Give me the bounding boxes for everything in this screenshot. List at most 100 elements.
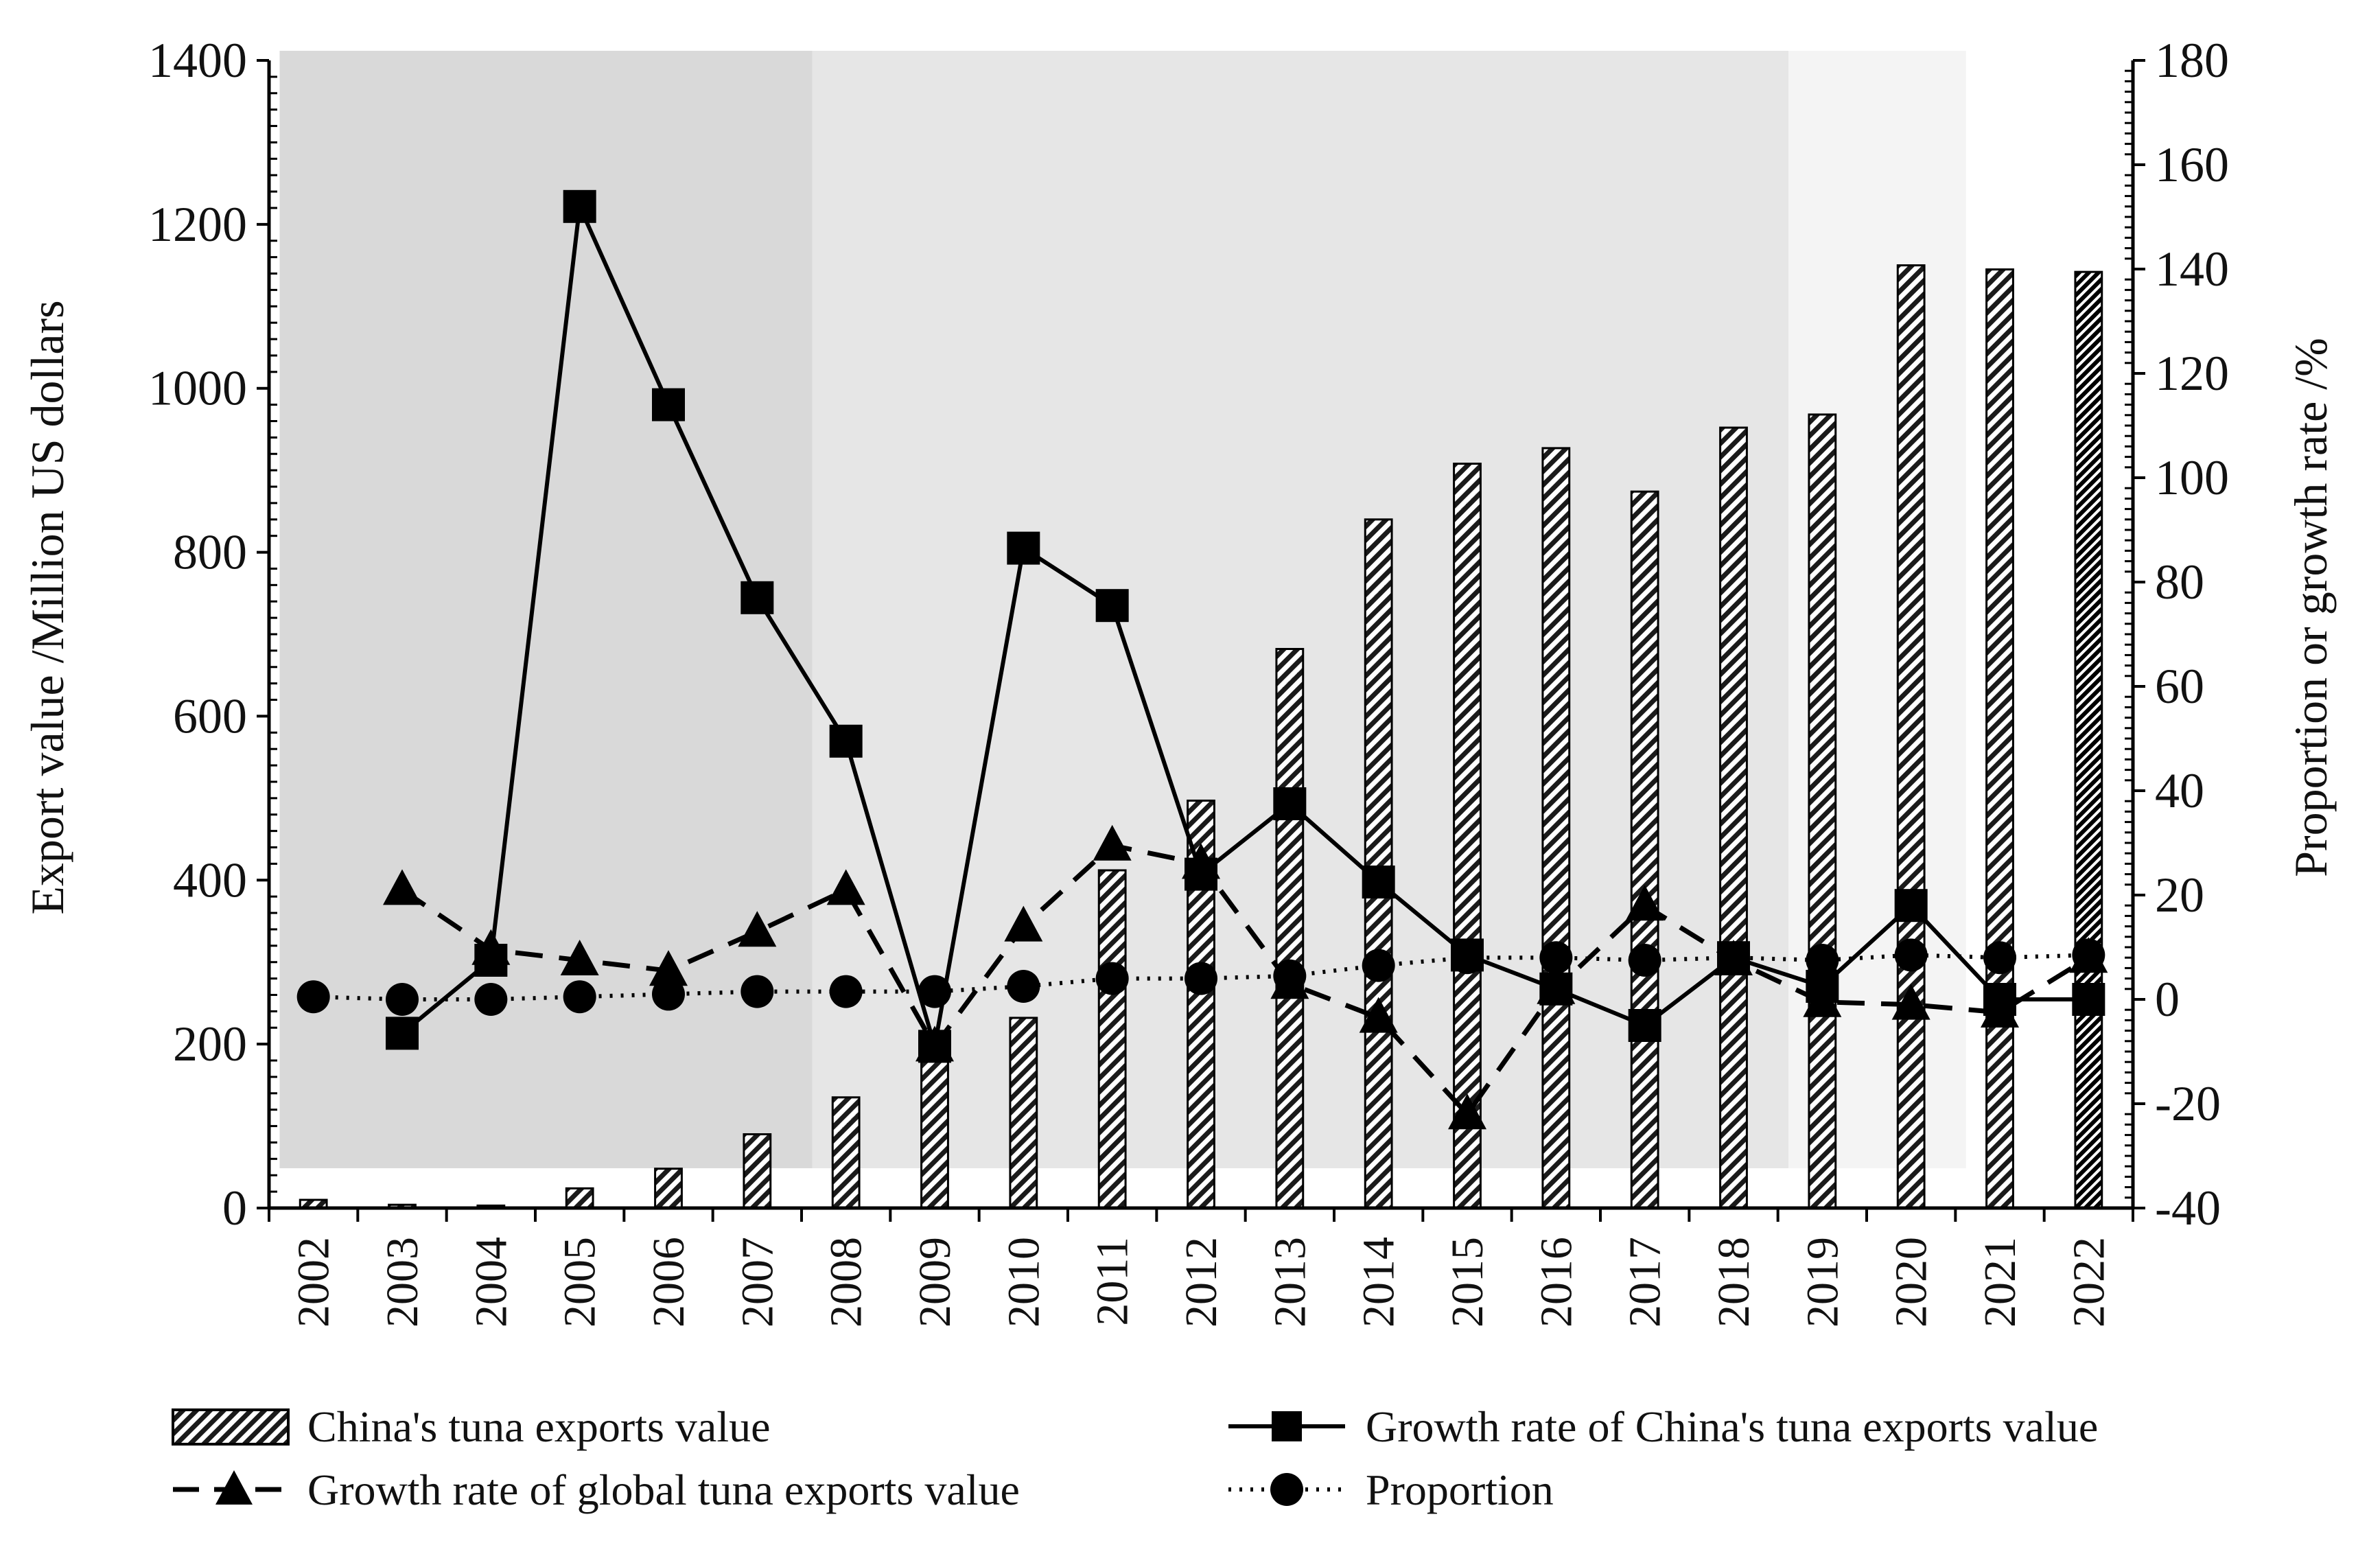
legend-circle-marker bbox=[1270, 1473, 1303, 1506]
y-left-tick-label: 1000 bbox=[148, 361, 247, 416]
x-tick-label-2019: 2019 bbox=[1797, 1237, 1847, 1327]
x-tick-label-2020: 2020 bbox=[1887, 1237, 1937, 1327]
x-tick-label-2006: 2006 bbox=[644, 1237, 694, 1327]
y-right-tick-label: 40 bbox=[2155, 763, 2204, 818]
marker-circle-2012 bbox=[1185, 962, 1217, 995]
marker-square-2003 bbox=[386, 1017, 419, 1050]
bar-2018 bbox=[1719, 426, 1748, 1209]
marker-circle-2014 bbox=[1362, 949, 1395, 982]
marker-circle-2002 bbox=[296, 980, 330, 1014]
bar-2015 bbox=[1453, 463, 1482, 1209]
marker-circle-2006 bbox=[652, 977, 685, 1011]
marker-triangle-2008 bbox=[826, 869, 865, 905]
marker-square-2006 bbox=[652, 388, 685, 421]
x-tick-label-2015: 2015 bbox=[1443, 1237, 1493, 1327]
marker-square-2005 bbox=[563, 189, 596, 223]
bar-2005 bbox=[565, 1187, 594, 1209]
y-right-tick-label: -40 bbox=[2155, 1181, 2221, 1235]
y-right-tick-label: 0 bbox=[2155, 972, 2180, 1027]
bar-2007 bbox=[743, 1133, 772, 1209]
marker-circle-2018 bbox=[1717, 941, 1750, 975]
marker-triangle-2011 bbox=[1093, 824, 1132, 861]
shaded-period-1 bbox=[279, 51, 813, 1168]
x-tick-label-2004: 2004 bbox=[466, 1237, 516, 1327]
x-tick-label-2011: 2011 bbox=[1088, 1237, 1138, 1326]
marker-triangle-2009 bbox=[915, 1025, 954, 1062]
bar-2016 bbox=[1541, 447, 1571, 1209]
x-tick-label-2021: 2021 bbox=[1975, 1237, 2025, 1327]
y-axis-right-title: Proportion or growth rate /% bbox=[2285, 338, 2337, 877]
marker-circle-2005 bbox=[563, 980, 596, 1014]
bar-2017 bbox=[1630, 490, 1659, 1209]
y-left-tick-label: 400 bbox=[173, 852, 247, 907]
marker-circle-2003 bbox=[386, 983, 419, 1016]
legend-swatch-bar bbox=[172, 1408, 290, 1446]
y-left-tick-label: 600 bbox=[173, 688, 247, 743]
y-left-tick-label: 1200 bbox=[148, 197, 247, 252]
x-tick-label-2005: 2005 bbox=[555, 1237, 605, 1327]
x-tick-label-2010: 2010 bbox=[999, 1237, 1049, 1327]
marker-circle-2016 bbox=[1539, 941, 1573, 975]
x-tick-label-2018: 2018 bbox=[1709, 1237, 1759, 1327]
y-right-tick-label: 120 bbox=[2155, 346, 2229, 401]
marker-triangle-2003 bbox=[383, 869, 421, 905]
marker-square-2020 bbox=[1894, 889, 1928, 923]
bar-2006 bbox=[654, 1168, 683, 1209]
bar-2008 bbox=[831, 1096, 861, 1209]
marker-square-2017 bbox=[1628, 1009, 1661, 1042]
marker-triangle-2017 bbox=[1625, 885, 1664, 921]
legend-label-china-exports: China's tuna exports value bbox=[307, 1402, 771, 1451]
marker-circle-2004 bbox=[474, 983, 508, 1016]
marker-circle-2009 bbox=[918, 975, 951, 1008]
marker-square-2010 bbox=[1007, 531, 1040, 565]
bar-2020 bbox=[1896, 264, 1926, 1209]
marker-triangle-2021 bbox=[1981, 992, 2019, 1028]
bar-2013 bbox=[1275, 647, 1305, 1209]
y-right-tick-label: 100 bbox=[2155, 450, 2229, 505]
bar-2021 bbox=[1985, 268, 2014, 1209]
marker-square-2007 bbox=[740, 581, 774, 614]
marker-triangle-2006 bbox=[649, 950, 688, 986]
y-left-tick-label: 0 bbox=[222, 1181, 247, 1235]
marker-circle-2015 bbox=[1451, 941, 1484, 975]
series-line-growth-rate-of-global-tuna-exports-value bbox=[401, 843, 2090, 1117]
legend-triangle-marker bbox=[215, 1470, 253, 1505]
x-tick-label-2014: 2014 bbox=[1354, 1237, 1404, 1327]
marker-triangle-2016 bbox=[1537, 968, 1576, 1004]
marker-circle-2010 bbox=[1007, 970, 1040, 1003]
marker-triangle-2012 bbox=[1182, 843, 1220, 879]
bar-2014 bbox=[1364, 518, 1393, 1209]
marker-circle-2013 bbox=[1273, 959, 1307, 993]
marker-square-2008 bbox=[829, 724, 863, 758]
marker-circle-2011 bbox=[1095, 962, 1129, 995]
marker-triangle-2010 bbox=[1004, 905, 1043, 942]
marker-triangle-2019 bbox=[1803, 981, 1842, 1017]
x-tick-label-2007: 2007 bbox=[732, 1237, 782, 1327]
y-right-tick-label: 160 bbox=[2155, 137, 2229, 192]
x-tick-label-2013: 2013 bbox=[1265, 1237, 1315, 1327]
x-tick-label-2017: 2017 bbox=[1620, 1237, 1670, 1327]
bar-2022 bbox=[2074, 270, 2103, 1209]
marker-triangle-2015 bbox=[1448, 1093, 1486, 1130]
period-shading bbox=[279, 51, 1966, 1168]
y-right-tick-label: 180 bbox=[2155, 33, 2229, 88]
y-right-tick-label: 20 bbox=[2155, 868, 2204, 923]
y-right-tick-label: 140 bbox=[2155, 242, 2229, 297]
bar-2011 bbox=[1097, 869, 1127, 1209]
x-tick-label-2008: 2008 bbox=[821, 1237, 872, 1327]
y-right-tick-label: 60 bbox=[2155, 659, 2204, 714]
x-tick-label-2003: 2003 bbox=[377, 1237, 428, 1327]
marker-circle-2020 bbox=[1894, 938, 1928, 972]
marker-triangle-2004 bbox=[471, 929, 511, 965]
marker-circle-2022 bbox=[2072, 938, 2105, 972]
marker-triangle-2005 bbox=[560, 940, 599, 975]
legend: China's tuna exports value Growth rate o… bbox=[172, 1402, 2098, 1514]
y-axis-left-title: Export value /Million US dollars bbox=[21, 300, 73, 914]
bar-2010 bbox=[1009, 1017, 1038, 1209]
marker-triangle-2007 bbox=[738, 911, 777, 947]
bar-2019 bbox=[1808, 413, 1837, 1209]
x-tick-label-2009: 2009 bbox=[910, 1237, 960, 1327]
marker-circle-2007 bbox=[740, 975, 774, 1008]
marker-square-2014 bbox=[1362, 866, 1395, 898]
